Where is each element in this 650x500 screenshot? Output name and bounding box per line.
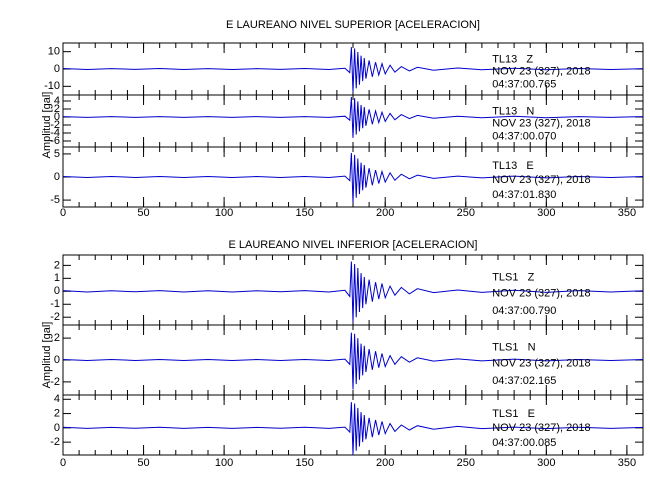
x-tick-label: 0	[60, 207, 66, 219]
y-tick-label: 4	[54, 393, 60, 405]
x-tick-label: 300	[537, 457, 555, 469]
date-label: NOV 23 (327), 2018	[492, 66, 590, 78]
x-tick-label: 200	[376, 457, 394, 469]
y-tick-label: -4	[50, 127, 60, 139]
x-tick-label: 0	[60, 457, 66, 469]
x-tick-label: 200	[376, 207, 394, 219]
date-label: NOV 23 (327), 2018	[492, 118, 590, 130]
y-tick-label: 0	[54, 171, 60, 183]
time-label: 04:37:00.070	[492, 131, 556, 143]
time-label: 04:37:00.085	[492, 437, 556, 449]
y-tick-label: 10	[48, 46, 60, 58]
x-tick-label: 150	[295, 457, 313, 469]
waveform	[62, 96, 644, 138]
y-tick-label: -2	[50, 376, 60, 388]
y-tick-label: 0	[54, 422, 60, 434]
x-tick-label: 300	[537, 207, 555, 219]
y-axis-label: Amplitud [gal]	[41, 92, 53, 159]
x-tick-label: 50	[137, 207, 149, 219]
station-label: TLS1 Z	[492, 271, 534, 283]
x-tick-label: 100	[215, 207, 233, 219]
waveform	[62, 332, 644, 390]
y-tick-label: 0	[54, 63, 60, 75]
chart-title: E LAUREANO NIVEL INFERIOR [ACELERACION]	[229, 239, 478, 251]
station-label: TL13 Z	[492, 54, 533, 66]
date-label: NOV 23 (327), 2018	[492, 357, 590, 369]
x-tick-label: 350	[618, 207, 636, 219]
date-label: NOV 23 (327), 2018	[492, 174, 590, 186]
station-label: TL13 N	[492, 106, 534, 118]
y-tick-label: 1	[54, 272, 60, 284]
x-tick-label: 100	[215, 457, 233, 469]
waveform	[62, 152, 644, 203]
y-tick-label: 0	[54, 111, 60, 123]
y-tick-label: 0	[54, 285, 60, 297]
y-tick-label: 2	[54, 407, 60, 419]
y-axis-label: Amplitud [gal]	[41, 322, 53, 389]
time-label: 04:37:01.830	[492, 189, 556, 201]
waveform	[62, 261, 644, 323]
y-tick-label: -2	[50, 311, 60, 323]
y-tick-label: -1	[50, 298, 60, 310]
x-tick-label: 350	[618, 457, 636, 469]
x-tick-label: 250	[457, 207, 475, 219]
time-label: 04:37:00.790	[492, 305, 556, 317]
station-label: TL13 E	[492, 160, 534, 172]
y-tick-label: 2	[54, 259, 60, 271]
station-label: TLS1 E	[492, 408, 535, 420]
y-tick-label: 0	[54, 354, 60, 366]
x-tick-label: 150	[295, 207, 313, 219]
waveform	[62, 47, 644, 93]
y-tick-label: 4	[54, 95, 60, 107]
y-tick-label: 2	[54, 332, 60, 344]
x-tick-label: 50	[137, 457, 149, 469]
y-tick-label: 5	[54, 148, 60, 160]
y-tick-label: -10	[44, 80, 60, 92]
y-tick-label: -5	[50, 194, 60, 206]
station-label: TLS1 N	[492, 341, 535, 353]
y-tick-label: -2	[50, 436, 60, 448]
y-tick-label: -2	[50, 119, 60, 131]
y-tick-label: 2	[54, 103, 60, 115]
waveform	[62, 402, 644, 456]
date-label: NOV 23 (327), 2018	[492, 422, 590, 434]
time-label: 04:37:00.765	[492, 79, 556, 91]
y-tick-label: -6	[50, 135, 60, 147]
x-tick-label: 250	[457, 457, 475, 469]
date-label: NOV 23 (327), 2018	[492, 287, 590, 299]
chart-title: E LAUREANO NIVEL SUPERIOR [ACELERACION]	[226, 19, 480, 31]
time-label: 04:37:02.165	[492, 375, 556, 387]
